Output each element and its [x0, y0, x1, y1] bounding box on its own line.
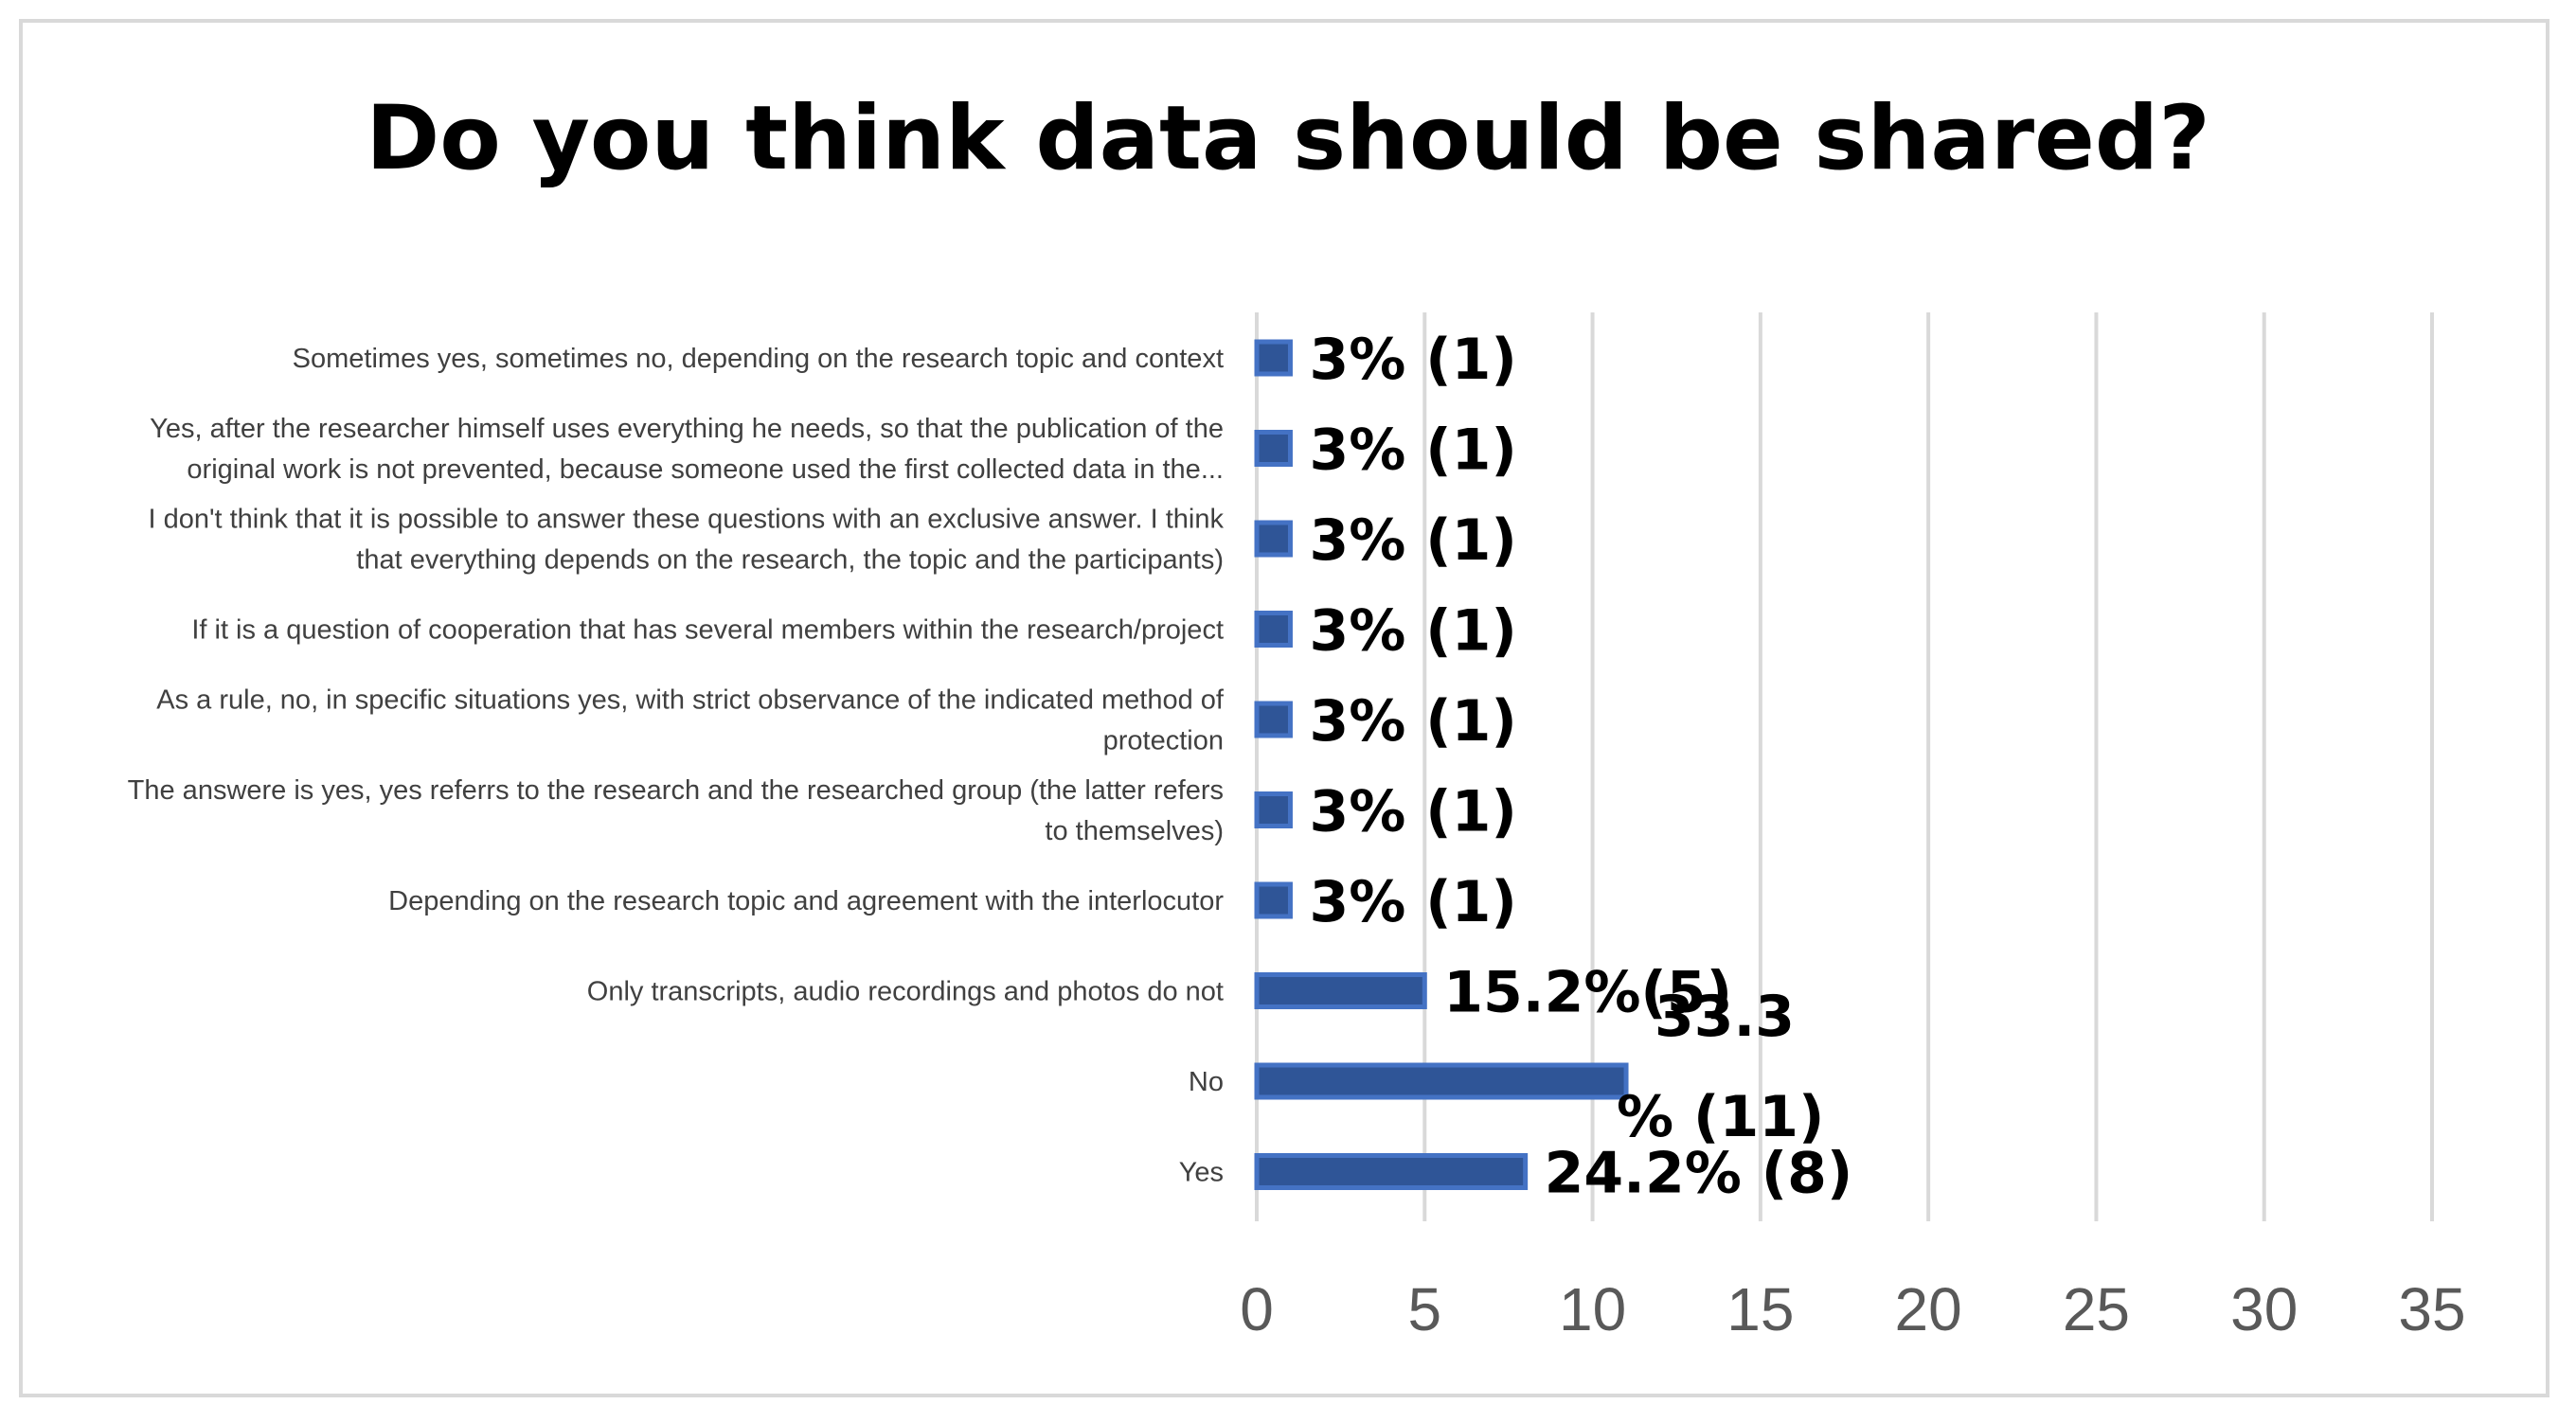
category-label: If it is a question of cooperation that …: [191, 615, 1224, 646]
category-label: that everything depends on the research,…: [356, 545, 1224, 576]
x-tick-label: 5: [1407, 1275, 1441, 1343]
data-label: 3% (1): [1309, 869, 1516, 935]
category-label: protection: [1103, 726, 1224, 756]
x-tick-label: 30: [2230, 1275, 2298, 1343]
bar: [1254, 791, 1293, 828]
chart-title: Do you think data should be shared?: [366, 87, 2210, 190]
bar: [1254, 611, 1293, 648]
category-label: Yes: [1179, 1158, 1224, 1188]
data-label: 3% (1): [1309, 507, 1516, 574]
category-labels: Sometimes yes, sometimes no, depending o…: [128, 344, 1225, 1188]
category-label: Sometimes yes, sometimes no, depending o…: [293, 344, 1224, 374]
bar: [1254, 881, 1293, 919]
x-tick-label: 20: [1895, 1275, 1962, 1343]
x-tick-label: 35: [2398, 1275, 2465, 1343]
data-label: % (11): [1617, 1084, 1824, 1150]
x-tick-label: 0: [1240, 1275, 1274, 1343]
data-label: 3% (1): [1309, 779, 1516, 845]
x-tick-label: 25: [2063, 1275, 2130, 1343]
bar: [1254, 972, 1427, 1009]
category-label: As a rule, no, in specific situations ye…: [156, 685, 1225, 716]
data-label: 3% (1): [1309, 688, 1516, 755]
bars: [1254, 339, 1629, 1190]
category-label: Only transcripts, audio recordings and p…: [587, 977, 1224, 1007]
category-label: No: [1189, 1067, 1224, 1097]
bar: [1254, 520, 1293, 558]
bar: [1254, 1153, 1529, 1190]
data-labels: 3% (1) 3% (1) 3% (1) 3% (1) 3% (1) 3% (1) 3% (…: [1309, 327, 1852, 1207]
category-label: I don't think that it is possible to ans…: [148, 505, 1224, 535]
bar: [1254, 1062, 1629, 1100]
category-label: Yes, after the researcher himself uses e…: [150, 414, 1224, 444]
category-label: Depending on the research topic and agre…: [388, 886, 1224, 916]
data-label: 24.2% (8): [1545, 1141, 1853, 1207]
bar: [1254, 701, 1293, 738]
data-label: 3% (1): [1309, 418, 1516, 484]
data-label: 33.3: [1655, 984, 1795, 1050]
x-axis-ticks: 0 5 10 15 20 25 30 35: [1240, 1275, 2465, 1343]
category-label: The answere is yes, yes referrs to the r…: [128, 775, 1224, 806]
data-label: 3% (1): [1309, 327, 1516, 393]
category-label: to themselves): [1045, 816, 1224, 846]
bar: [1254, 430, 1293, 467]
data-label: 15.2%(5): [1443, 960, 1732, 1026]
x-tick-label: 10: [1559, 1275, 1626, 1343]
bar: [1254, 339, 1293, 377]
data-label: 3% (1): [1309, 598, 1516, 665]
x-tick-label: 15: [1726, 1275, 1794, 1343]
category-label: original work is not prevented, because …: [187, 454, 1224, 485]
